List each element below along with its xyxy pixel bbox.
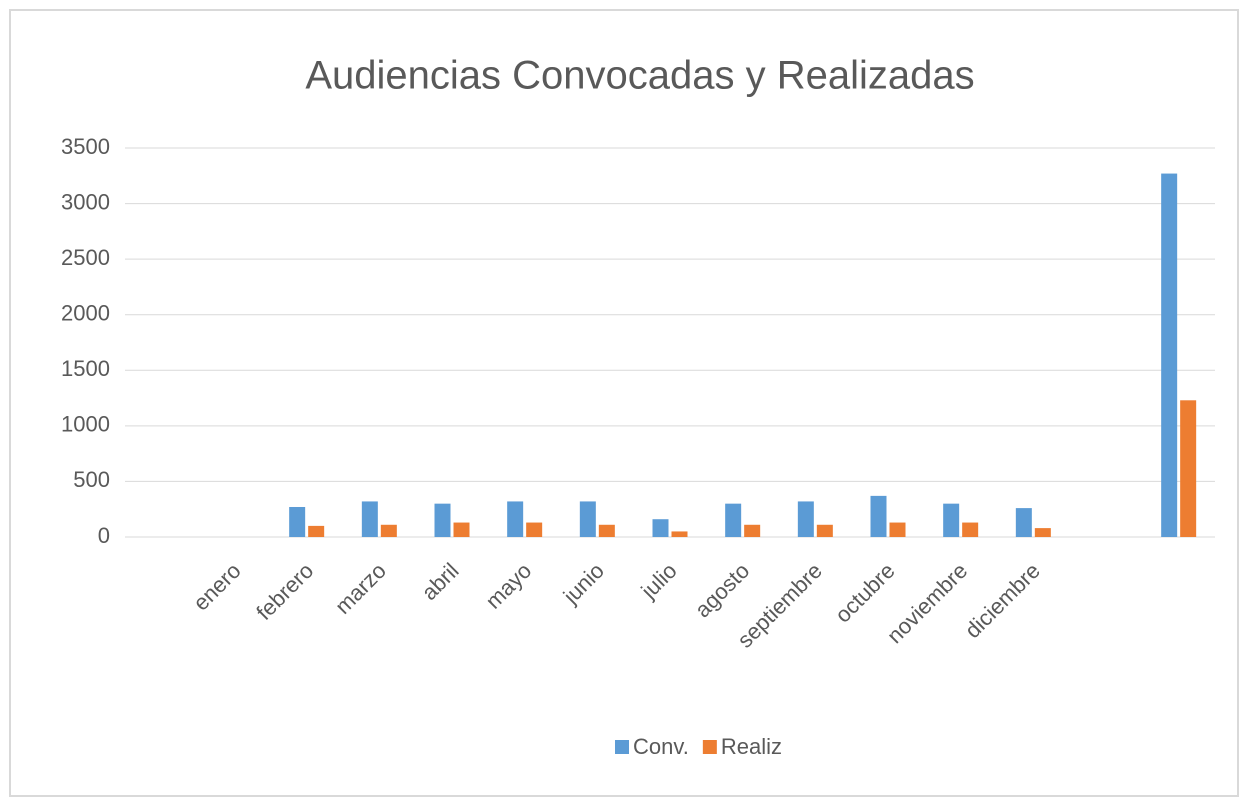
legend-label: Realiz	[721, 734, 782, 759]
legend-swatch	[615, 740, 629, 754]
bar	[1015, 508, 1032, 537]
y-tick-label: 2500	[61, 245, 110, 270]
bar	[725, 503, 742, 537]
bar	[579, 501, 596, 537]
bar	[652, 519, 669, 537]
bar	[962, 522, 979, 537]
bar	[526, 522, 543, 537]
bar	[1161, 173, 1178, 537]
bar	[797, 501, 814, 537]
bar	[870, 495, 887, 537]
bar	[434, 503, 451, 537]
bar	[1034, 528, 1051, 537]
chart-border	[9, 9, 1239, 797]
bar	[308, 525, 325, 537]
bar	[361, 501, 378, 537]
y-tick-label: 1500	[61, 356, 110, 381]
bar	[889, 522, 906, 537]
y-tick-label: 500	[73, 467, 110, 492]
chart-title: Audiencias Convocadas y Realizadas	[305, 54, 974, 98]
y-tick-label: 1000	[61, 412, 110, 437]
y-tick-label: 3500	[61, 134, 110, 159]
bar	[816, 524, 833, 537]
bar	[289, 506, 306, 537]
legend-swatch	[702, 740, 717, 754]
bar	[943, 503, 960, 537]
legend-label: Conv.	[633, 734, 689, 759]
y-tick-label: 2000	[61, 301, 110, 326]
bar	[671, 531, 688, 537]
bar	[1180, 400, 1197, 537]
y-tick-label: 0	[98, 523, 110, 548]
bar	[598, 524, 615, 537]
bar	[744, 524, 761, 537]
bar	[453, 522, 470, 537]
bar	[507, 501, 524, 537]
bar	[380, 524, 397, 537]
y-tick-label: 3000	[61, 189, 110, 214]
